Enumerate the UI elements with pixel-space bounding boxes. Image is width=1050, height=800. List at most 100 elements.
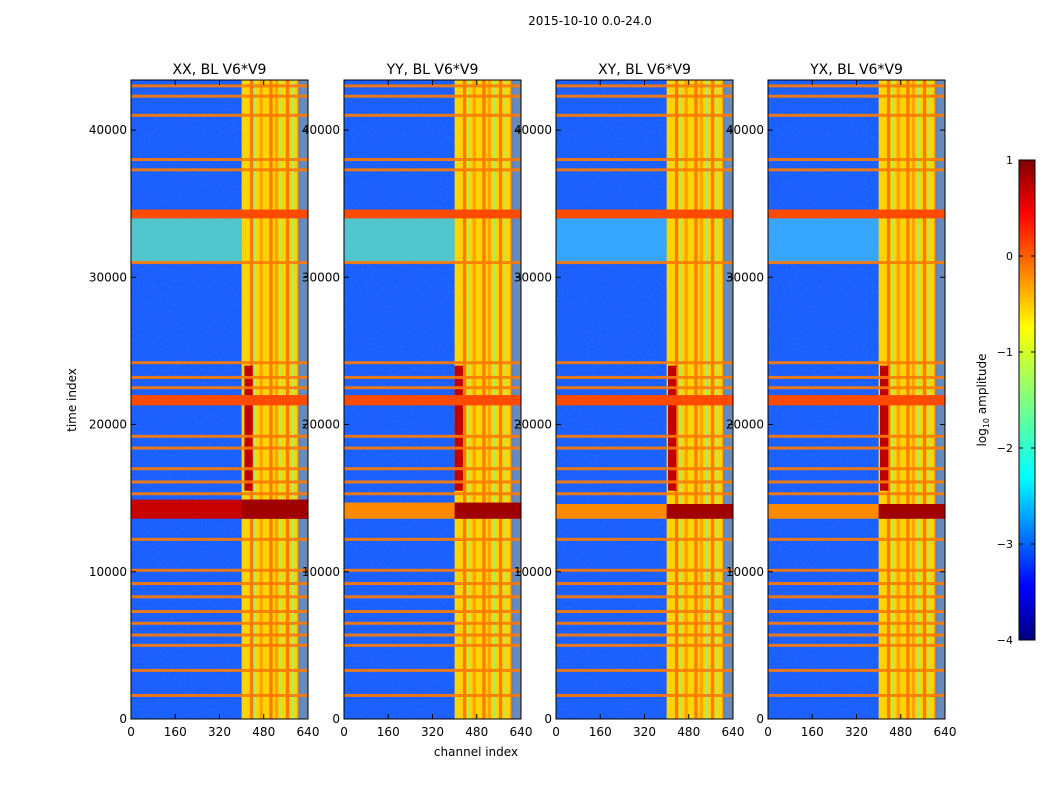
rfi-row [556,84,733,88]
rfi-row [131,668,308,672]
rfi-row [131,537,308,541]
rfi-row [344,261,521,265]
strong-row-band-core [241,499,308,519]
rfi-row [768,386,945,390]
x-tick-label: 0 [552,725,560,739]
rfi-row [131,386,308,390]
x-tick-label: 320 [633,725,656,739]
rfi-row [131,467,308,471]
rfi-row [344,434,521,438]
panel-title: XX, BL V6*V9 [173,62,267,78]
y-tick-label: 10000 [89,565,127,579]
rfi-row [556,158,733,162]
rfi-row [768,94,945,98]
rfi-row [768,582,945,586]
rfi-row [768,633,945,637]
low-channel-rfi [454,365,463,491]
rfi-row [131,434,308,438]
rfi-row [768,693,945,697]
y-tick-label: 20000 [514,418,552,432]
rfi-row [556,261,733,265]
colorbar-tick-label: −1 [997,346,1013,359]
rfi-row [768,595,945,599]
rfi-band [556,209,733,219]
rfi-row [768,434,945,438]
y-tick-label: 0 [544,712,552,726]
y-tick-label: 30000 [302,270,340,284]
y-tick-label: 10000 [514,565,552,579]
rfi-row [556,94,733,98]
colorbar-tick-label: 0 [1006,250,1013,263]
panel-3: YX, BL V6*V9 0 160 320 480 640 0 10000 20000 3000… [726,62,957,739]
rfi-row [131,621,308,625]
x-tick-label: 160 [164,725,187,739]
y-tick-label: 0 [756,712,764,726]
y-tick-label: 40000 [726,123,764,137]
rfi-row [556,361,733,365]
y-tick-label: 30000 [89,270,127,284]
rfi-row [344,467,521,471]
rfi-row [768,113,945,117]
x-tick-label: 320 [208,725,231,739]
x-tick-label: 0 [764,725,772,739]
rfi-row [131,158,308,162]
rfi-row [131,361,308,365]
rfi-row [556,480,733,484]
rfi-row [768,361,945,365]
x-tick-label: 640 [722,725,745,739]
x-tick-label: 480 [889,725,912,739]
strong-row-band-core [454,502,521,519]
rfi-row [768,168,945,172]
y-tick-label: 40000 [514,123,552,137]
x-tick-label: 0 [127,725,135,739]
rfi-row [768,568,945,572]
rfi-row [768,621,945,625]
y-tick-label: 10000 [726,565,764,579]
x-tick-label: 640 [934,725,957,739]
x-tick-label: 480 [465,725,488,739]
rfi-row [344,113,521,117]
rfi-row [131,480,308,484]
rfi-row [344,633,521,637]
rfi-row [768,84,945,88]
colorbar-tick-label: −3 [997,538,1013,551]
rfi-row [556,693,733,697]
rfi-row [344,693,521,697]
rfi-row [768,375,945,379]
rfi-band [768,209,945,219]
rfi-row [768,492,945,496]
x-tick-label: 640 [297,725,320,739]
y-tick-label: 20000 [726,418,764,432]
rfi-row [556,595,733,599]
rfi-row [556,113,733,117]
y-tick-label: 20000 [302,418,340,432]
x-axis-label: channel index [434,745,518,759]
rfi-row [344,595,521,599]
contaminated-block [768,213,879,263]
rfi-row [344,621,521,625]
y-tick-label: 20000 [89,418,127,432]
y-tick-label: 30000 [514,270,552,284]
rfi-row [556,467,733,471]
y-tick-label: 30000 [726,270,764,284]
rfi-row [131,168,308,172]
panel-title: XY, BL V6*V9 [598,62,691,78]
rfi-row [131,610,308,614]
x-tick-label: 480 [677,725,700,739]
panel-title: YY, BL V6*V9 [386,62,479,78]
x-tick-label: 160 [377,725,400,739]
y-tick-label: 40000 [302,123,340,137]
rfi-row [131,492,308,496]
rfi-row [556,610,733,614]
rfi-row [131,595,308,599]
rfi-row [131,446,308,450]
y-axis-label: time index [65,368,79,432]
rfi-row [131,261,308,265]
rfi-row [344,492,521,496]
rfi-row [344,94,521,98]
rfi-row [131,94,308,98]
colorbar-tick-label: −4 [997,634,1013,647]
rfi-row [768,158,945,162]
panel-0: XX, BL V6*V9 0 160 320 480 640 0 10000 20000 3000… [89,62,320,739]
